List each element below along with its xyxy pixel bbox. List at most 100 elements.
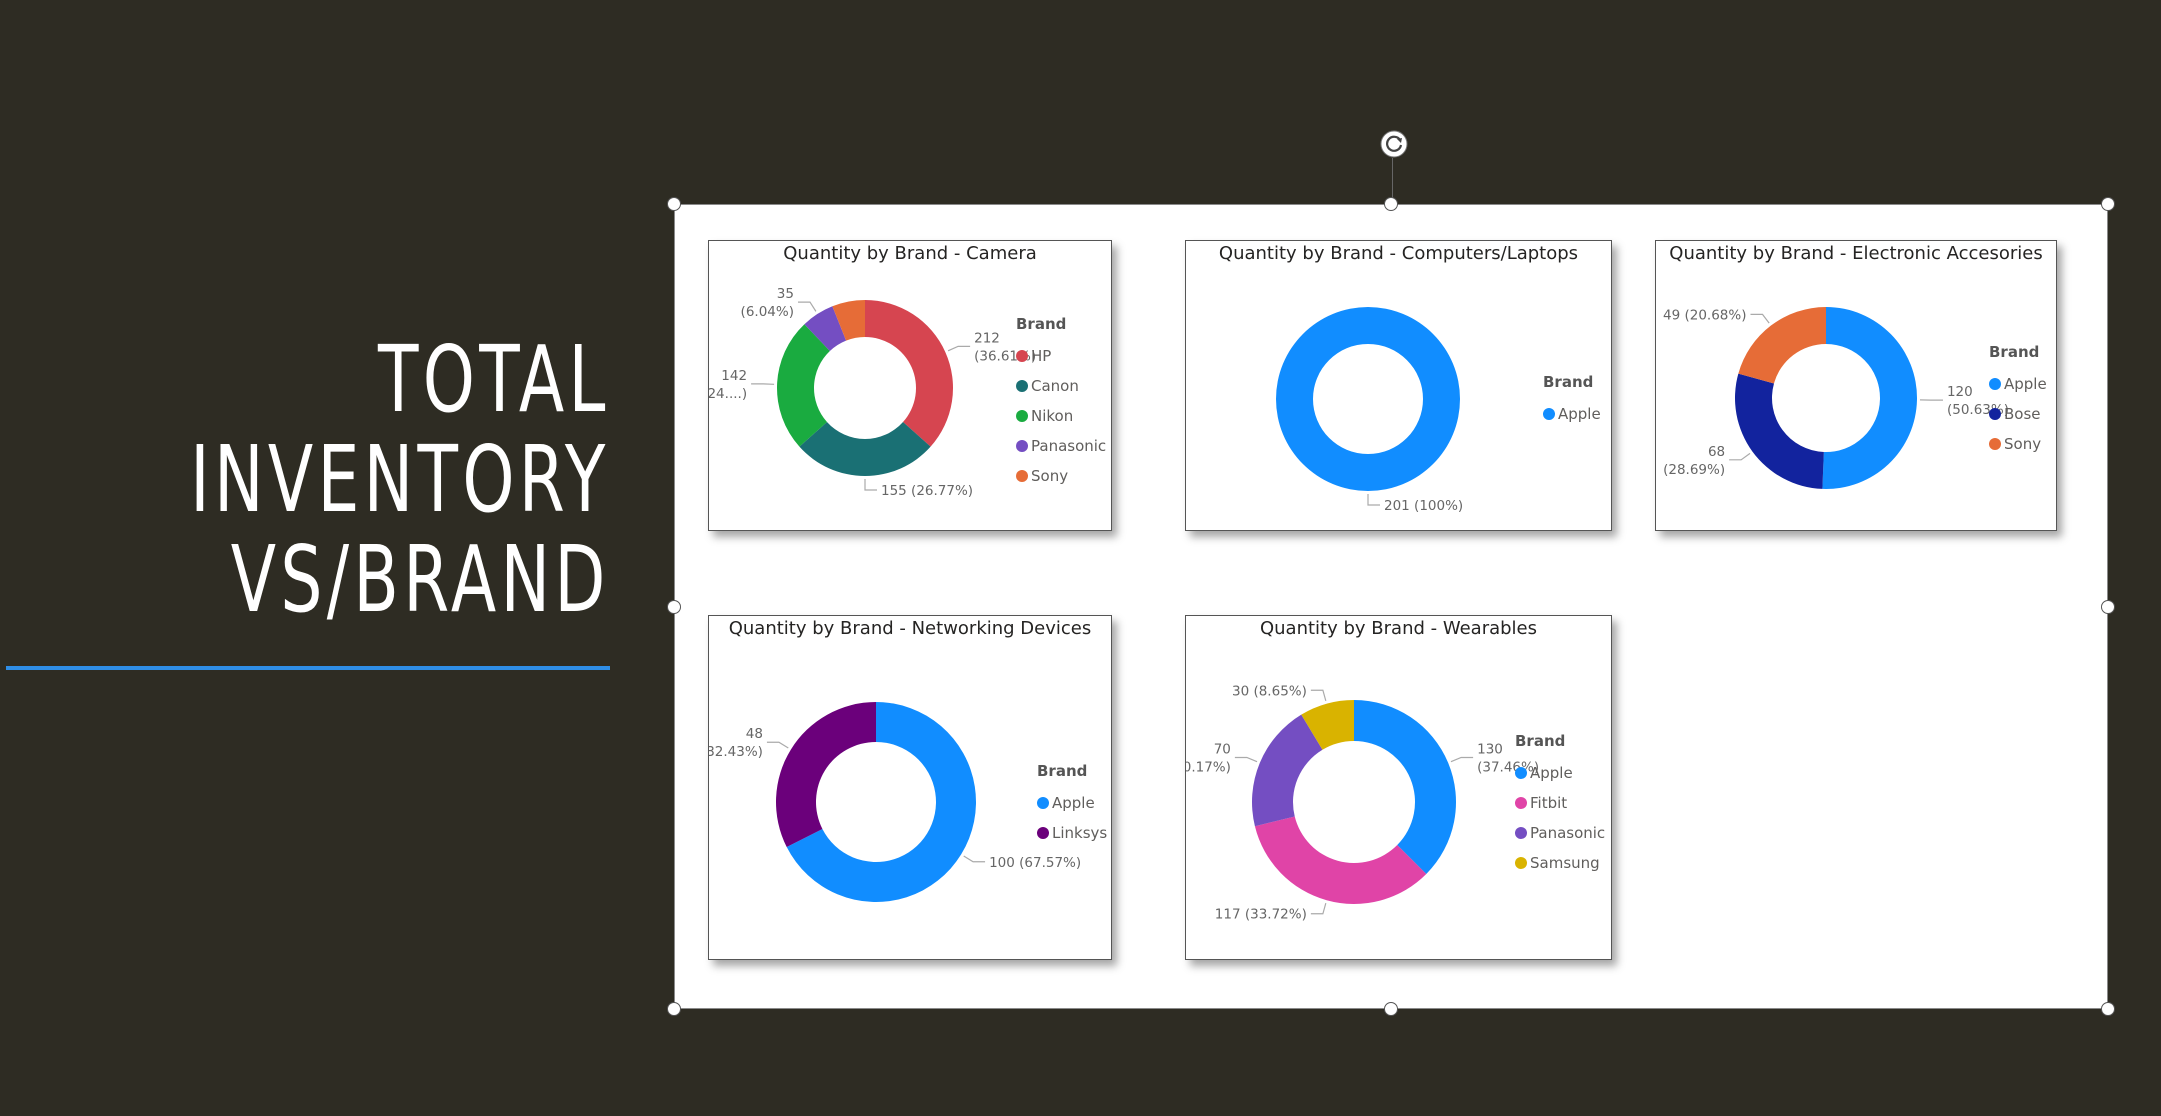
legend-title: Brand <box>1037 762 1088 780</box>
legend-label: Nikon <box>1031 407 1074 425</box>
resize-handle[interactable] <box>1384 1002 1398 1016</box>
data-label: 68 (28.69%) <box>1663 444 1725 478</box>
chart-title: Quantity by Brand - Computers/Laptops <box>1218 243 1579 264</box>
legend-item-apple[interactable]: Apple <box>1037 788 1107 818</box>
legend-label: Canon <box>1031 377 1079 395</box>
donut-plot: 212(36.61%)155 (26.77%)142(24....)35(6.0… <box>709 286 1036 499</box>
legend-marker-icon <box>1515 857 1527 869</box>
legend-item-bose[interactable]: Bose <box>1989 399 2047 429</box>
data-label: 117 (33.72%) <box>1215 907 1307 923</box>
legend-title: Brand <box>1989 343 2040 361</box>
leader-line <box>1729 452 1751 461</box>
donut-slice-panasonic[interactable] <box>1252 714 1323 827</box>
donut-slice-sony[interactable] <box>1738 307 1826 384</box>
donut-plot: 120 (50.63%)68 (28.69%)49 (20.68%) <box>1663 307 2009 489</box>
donut-chart[interactable]: Quantity by Brand - Camera 212 (36.61%) 155… <box>708 240 1112 531</box>
donut-chart[interactable]: Quantity by Brand - Electronic Accesorie… <box>1655 240 2057 531</box>
leader-line <box>797 301 817 312</box>
data-label: 48(32.43%) <box>709 726 763 760</box>
legend-item-apple[interactable]: Apple <box>1515 758 1605 788</box>
legend-label: Fitbit <box>1530 794 1568 812</box>
legend-item-panasonic[interactable]: Panasonic <box>1515 818 1605 848</box>
legend-item-samsung[interactable]: Samsung <box>1515 848 1605 878</box>
title-line: VS/BRAND <box>231 526 610 633</box>
donut-plot: 130(37.46%)117 (33.72%)70(20.17%)30 (8.6… <box>1186 683 1539 923</box>
legend-marker-icon <box>1016 470 1028 482</box>
legend-item-linksys[interactable]: Linksys <box>1037 818 1107 848</box>
donut-slice-nikon[interactable] <box>777 324 830 447</box>
leader-line <box>1450 756 1474 763</box>
donut-chart[interactable]: Quantity by Brand - Computers/Laptops 201… <box>1185 240 1612 531</box>
donut-slice-canon[interactable] <box>799 422 931 476</box>
legend-item-nikon[interactable]: Nikon <box>1016 401 1106 431</box>
legend-item-apple[interactable]: Apple <box>1543 399 1601 429</box>
resize-handle[interactable] <box>2101 1002 2115 1016</box>
resize-handle[interactable] <box>2101 599 2115 614</box>
donut-slice-panasonic[interactable] <box>804 306 847 352</box>
legend-label: Samsung <box>1530 854 1600 872</box>
donut-slice-bose[interactable] <box>1735 373 1824 489</box>
donut-chart[interactable]: Quantity by Brand - Networking Devices 10… <box>708 615 1112 960</box>
leader-line <box>1310 689 1327 702</box>
resize-handle[interactable] <box>667 1002 681 1016</box>
data-label: 100 (67.57%) <box>989 855 1081 871</box>
donut-slice-apple[interactable] <box>1276 307 1460 491</box>
leader-line <box>766 741 789 749</box>
legend-item-apple[interactable]: Apple <box>1989 369 2047 399</box>
chart-title: Quantity by Brand - Wearables <box>1259 618 1537 639</box>
donut-slice-apple[interactable] <box>1354 700 1456 874</box>
donut-chart[interactable]: Quantity by Brand - Wearables 130 (37.46%)… <box>1185 615 1612 960</box>
legend-label: Sony <box>2004 435 2042 453</box>
legend-label: HP <box>1031 347 1052 365</box>
legend-item-sony[interactable]: Sony <box>1016 461 1106 491</box>
leader-line <box>864 479 877 491</box>
resize-handle[interactable] <box>1384 197 1398 211</box>
legend-title: Brand <box>1515 732 1566 750</box>
legend-marker-icon <box>1037 827 1049 839</box>
donut-slice-apple[interactable] <box>1822 307 1917 489</box>
legend-label: Apple <box>1052 794 1095 812</box>
legend-item-sony[interactable]: Sony <box>1989 429 2047 459</box>
leader-line <box>963 855 986 863</box>
donut-slice-linksys[interactable] <box>776 702 876 848</box>
legend-title: Brand <box>1016 315 1067 333</box>
legend-marker-icon <box>1016 410 1028 422</box>
legend-marker-icon <box>1989 378 2001 390</box>
accent-divider <box>6 666 610 670</box>
data-label: 49 (20.68%) <box>1663 307 1746 323</box>
data-label: 30 (8.65%) <box>1232 683 1307 699</box>
chart-legend: Brand Apple Bose Sony <box>1989 343 2047 459</box>
resize-handle[interactable] <box>667 197 681 211</box>
legend-item-canon[interactable]: Canon <box>1016 371 1106 401</box>
leader-line <box>1367 494 1380 506</box>
legend-marker-icon <box>1016 380 1028 392</box>
donut-slice-hp[interactable] <box>865 300 953 447</box>
donut-slice-sony[interactable] <box>832 300 865 341</box>
legend-marker-icon <box>1016 350 1028 362</box>
leader-line <box>1310 902 1327 915</box>
slide-title: TOTAL INVENTORY VS/BRAND <box>27 330 610 630</box>
leader-line <box>1234 756 1258 763</box>
rotate-handle-icon[interactable] <box>1380 130 1408 158</box>
legend-marker-icon <box>1515 827 1527 839</box>
chart-title: Quantity by Brand - Networking Devices <box>728 618 1092 639</box>
donut-plot: 201 (100%) <box>1276 307 1463 514</box>
legend-label: Bose <box>2004 405 2041 423</box>
legend-marker-icon <box>1515 767 1527 779</box>
legend-label: Sony <box>1031 467 1069 485</box>
leader-line <box>1750 313 1770 324</box>
rotate-handle-stem <box>1392 158 1393 204</box>
legend-item-hp[interactable]: HP <box>1016 341 1106 371</box>
resize-handle[interactable] <box>2101 197 2115 211</box>
legend-item-panasonic[interactable]: Panasonic <box>1016 431 1106 461</box>
legend-marker-icon <box>1515 797 1527 809</box>
donut-slice-fitbit[interactable] <box>1254 816 1427 904</box>
data-label: 35 (6.04%) <box>741 286 794 320</box>
donut-slice-apple[interactable] <box>786 702 976 902</box>
chart-title: Quantity by Brand - Camera <box>783 243 1037 264</box>
data-label: 70(20.17%) <box>1186 741 1231 775</box>
legend-marker-icon <box>1989 408 2001 420</box>
legend-item-fitbit[interactable]: Fitbit <box>1515 788 1605 818</box>
resize-handle[interactable] <box>667 599 681 614</box>
donut-slice-samsung[interactable] <box>1301 700 1354 750</box>
